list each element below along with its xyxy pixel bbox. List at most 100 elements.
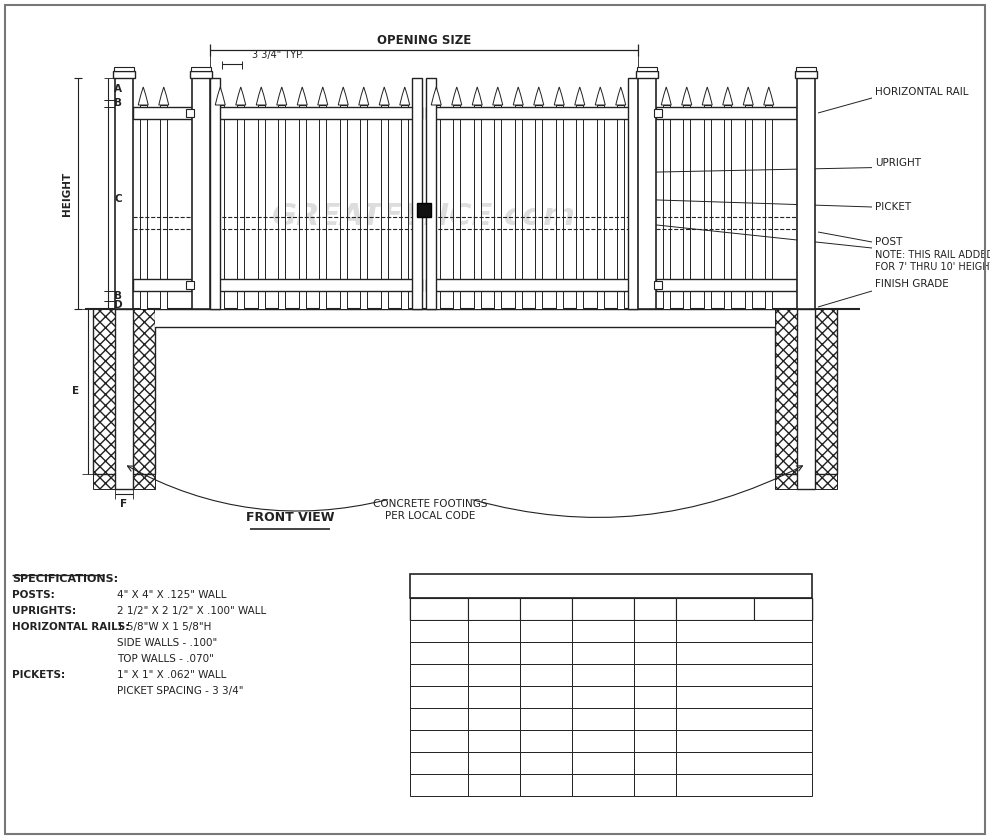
Text: 10": 10"	[646, 714, 664, 724]
Polygon shape	[379, 87, 389, 105]
Bar	[401, 105, 408, 309]
Bar	[634, 686, 676, 708]
Bar	[474, 105, 481, 309]
Polygon shape	[595, 87, 605, 105]
Text: 6 5/8": 6 5/8"	[478, 670, 510, 680]
Polygon shape	[661, 87, 671, 105]
Bar	[140, 105, 147, 309]
Bar	[572, 664, 634, 686]
Bar	[775, 309, 797, 474]
Bar	[576, 105, 583, 309]
Bar	[410, 686, 468, 708]
Text: B: B	[114, 98, 122, 108]
Bar	[114, 67, 134, 71]
Bar	[93, 474, 155, 489]
Bar	[515, 105, 522, 309]
Text: 32 3/4": 32 3/4"	[584, 648, 622, 658]
Polygon shape	[158, 87, 168, 105]
Text: PER LOCAL CODE: PER LOCAL CODE	[699, 736, 789, 746]
Text: 53 3/4": 53 3/4"	[584, 714, 622, 724]
Bar	[796, 67, 816, 71]
Text: PER LOCAL CODE: PER LOCAL CODE	[699, 692, 789, 702]
Text: 7 5/8": 7 5/8"	[531, 692, 561, 702]
Text: F: F	[779, 604, 787, 614]
Bar	[572, 642, 634, 664]
Text: PER LOCAL CODE: PER LOCAL CODE	[699, 648, 789, 658]
Bar	[597, 105, 604, 309]
Text: GREATFENCE.com: GREATFENCE.com	[272, 202, 576, 231]
Bar	[410, 664, 468, 686]
Bar	[676, 642, 812, 664]
Text: CONCRETE FOOTINGS
PER LOCAL CODE: CONCRETE FOOTINGS PER LOCAL CODE	[373, 499, 487, 521]
Polygon shape	[472, 87, 482, 105]
Bar	[520, 598, 572, 620]
Bar	[520, 730, 572, 752]
Bar	[133, 279, 192, 291]
Text: FRONT VIEW: FRONT VIEW	[246, 511, 335, 524]
Bar	[238, 105, 245, 309]
Bar	[468, 686, 520, 708]
Bar	[662, 105, 670, 309]
Text: 13 5/8": 13 5/8"	[527, 780, 565, 790]
Text: PICKET SPACING - 3 3/4": PICKET SPACING - 3 3/4"	[117, 686, 244, 696]
Bar	[628, 78, 638, 309]
Bar	[676, 598, 754, 620]
Bar	[453, 105, 460, 309]
Bar	[468, 598, 520, 620]
Bar	[676, 708, 812, 730]
Text: OPENING SIZE: OPENING SIZE	[377, 34, 471, 46]
Bar	[654, 281, 662, 289]
Bar	[520, 708, 572, 730]
Bar	[654, 109, 662, 117]
Bar	[572, 708, 634, 730]
Polygon shape	[358, 87, 368, 105]
Bar	[410, 730, 468, 752]
Text: HORIZONTAL RAIL: HORIZONTAL RAIL	[875, 87, 968, 97]
Polygon shape	[236, 87, 246, 105]
Polygon shape	[513, 87, 524, 105]
Bar	[676, 686, 812, 708]
Text: DIMENSIONS: DIMENSIONS	[568, 580, 653, 592]
Bar	[410, 620, 468, 642]
Polygon shape	[616, 87, 626, 105]
Text: 1 5/8"W X 1 5/8"H: 1 5/8"W X 1 5/8"H	[117, 622, 212, 632]
Polygon shape	[400, 87, 410, 105]
Polygon shape	[256, 87, 266, 105]
Bar	[795, 71, 817, 78]
Bar	[468, 620, 520, 642]
Bar	[468, 752, 520, 774]
Text: POSTS:: POSTS:	[12, 590, 54, 600]
Bar	[191, 67, 211, 71]
Bar	[93, 309, 115, 474]
Bar	[278, 105, 285, 309]
Bar	[634, 752, 676, 774]
Bar	[186, 109, 194, 117]
Polygon shape	[215, 87, 226, 105]
Text: D: D	[650, 604, 659, 614]
Bar	[520, 774, 572, 796]
Text: 6 5/8": 6 5/8"	[478, 692, 510, 702]
Bar	[555, 105, 562, 309]
Text: D: D	[114, 300, 123, 310]
Text: B: B	[542, 604, 550, 614]
Text: 65 3/4": 65 3/4"	[584, 736, 622, 746]
Text: PICKETS:: PICKETS:	[12, 670, 65, 680]
Bar	[637, 67, 657, 71]
Text: 4" X 4" X .125" WALL: 4" X 4" X .125" WALL	[117, 590, 227, 600]
Text: 7": 7"	[649, 626, 660, 636]
Bar	[676, 752, 812, 774]
Polygon shape	[575, 87, 585, 105]
Text: 13": 13"	[646, 758, 664, 768]
Polygon shape	[493, 87, 503, 105]
Text: NOTE: THIS RAIL ADDED
FOR 7' THRU 10' HEIGHTS ONLY: NOTE: THIS RAIL ADDED FOR 7' THRU 10' HE…	[875, 250, 990, 272]
Bar	[676, 664, 812, 686]
Text: 6 5/8": 6 5/8"	[478, 648, 510, 658]
Text: C: C	[114, 194, 122, 204]
Bar	[520, 752, 572, 774]
Bar	[676, 774, 812, 796]
Bar	[340, 105, 346, 309]
Text: 9': 9'	[435, 758, 444, 768]
Bar	[634, 774, 676, 796]
Bar	[412, 78, 422, 309]
Text: PER LOCAL CODE: PER LOCAL CODE	[699, 758, 789, 768]
